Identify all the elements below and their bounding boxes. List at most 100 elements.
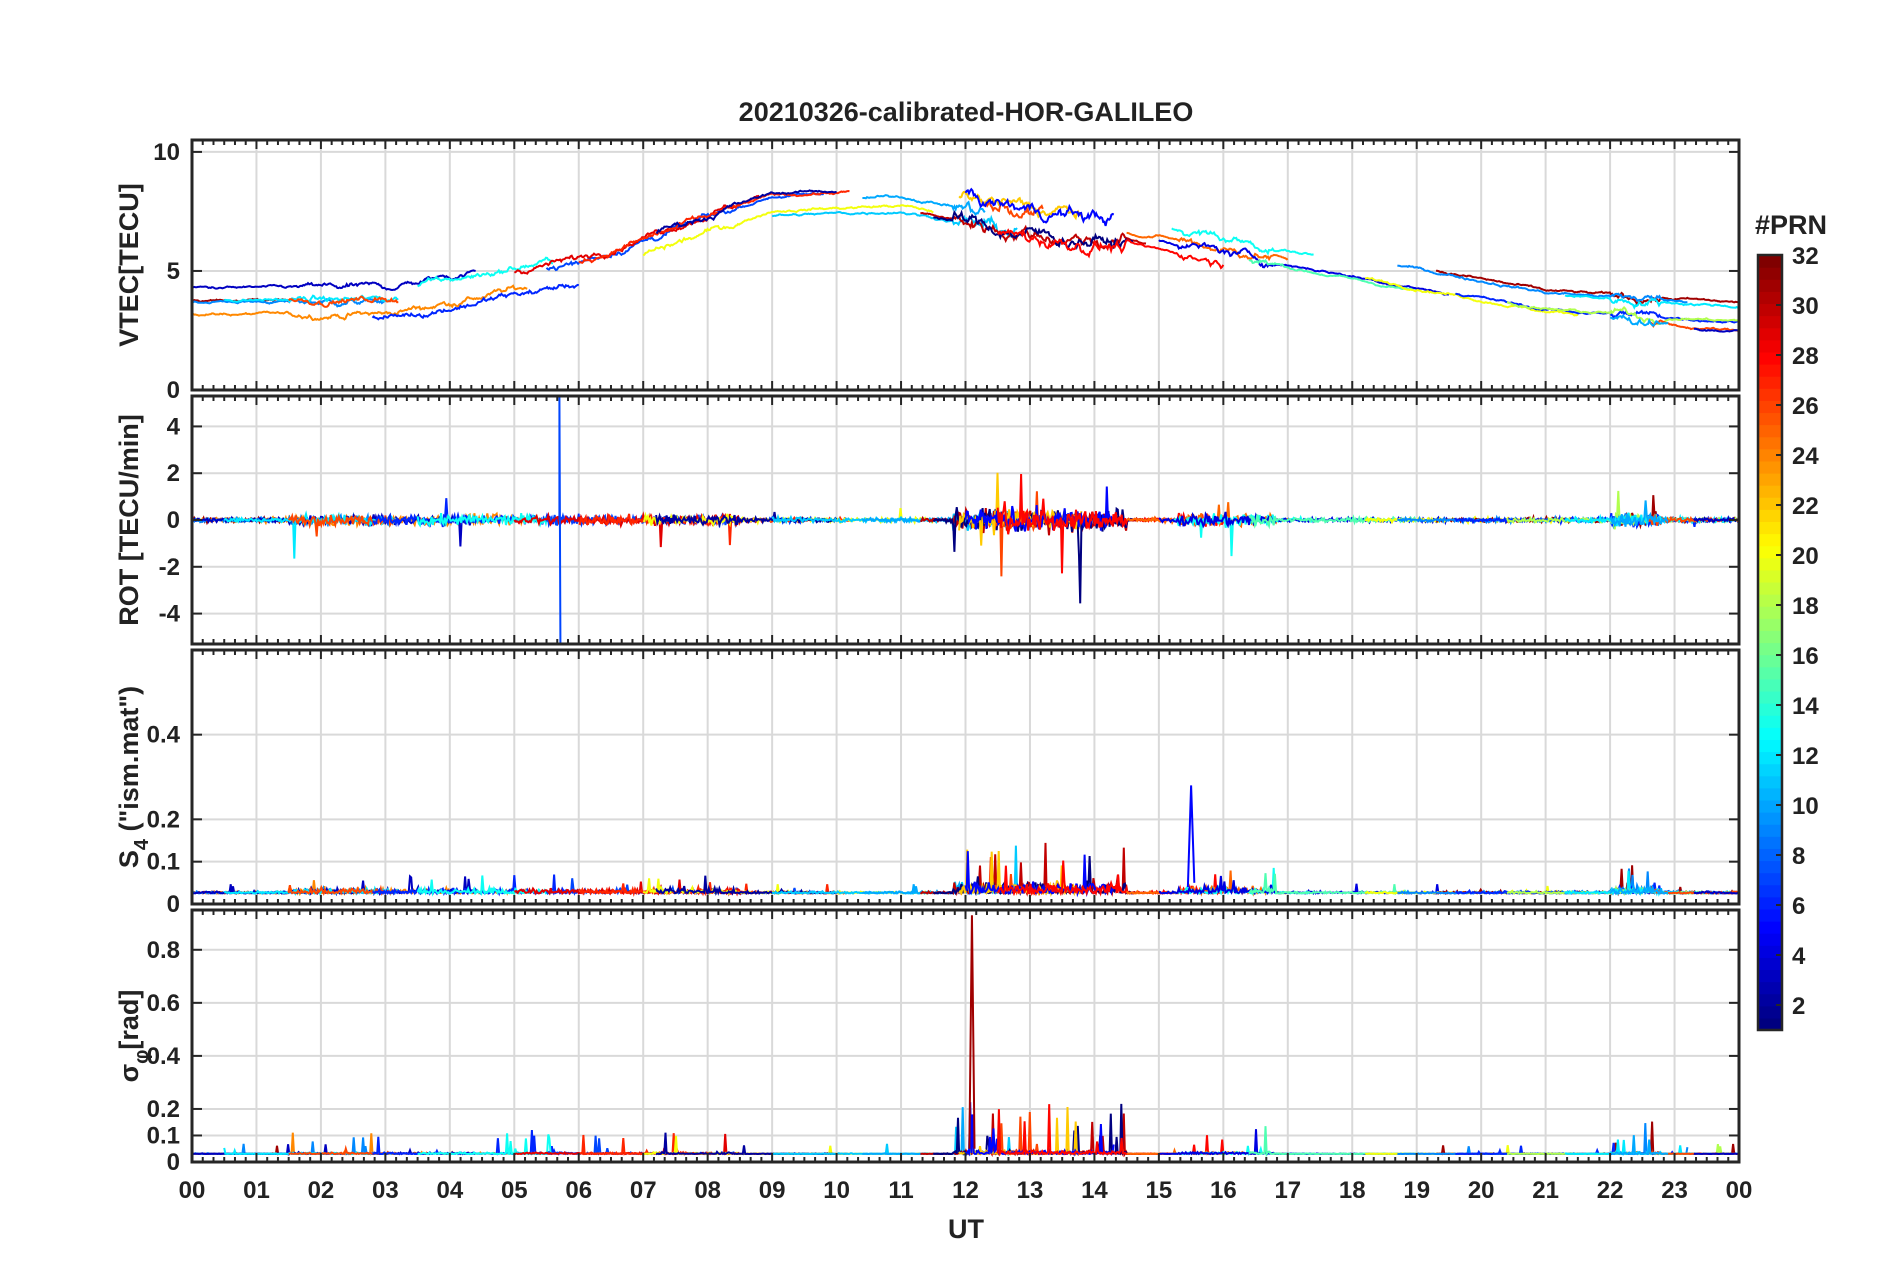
- colorbar-tick-label: 12: [1792, 743, 1819, 770]
- series-line-prn-15: [1248, 258, 1417, 292]
- colorbar-segment: [1758, 908, 1782, 922]
- colorbar-tick-label: 16: [1792, 643, 1819, 670]
- colorbar-segment: [1758, 351, 1782, 365]
- panel-vtec: 0 5 10 VTEC[TECU]: [114, 138, 1741, 404]
- colorbar-segment: [1758, 787, 1782, 801]
- colorbar-segment: [1758, 485, 1782, 498]
- series-line-prn-24: [192, 284, 528, 322]
- colorbar-segment: [1758, 860, 1782, 874]
- x-tick-label: 00: [1726, 1177, 1753, 1204]
- x-tick-label: 05: [501, 1177, 528, 1204]
- x-tick-label: 20: [1468, 1177, 1495, 1204]
- colorbar-segment: [1758, 836, 1782, 849]
- colorbar-segment: [1758, 594, 1782, 607]
- x-tick-label: 18: [1339, 1177, 1366, 1204]
- colorbar-segment: [1758, 327, 1782, 341]
- series-line-prn-28: [997, 228, 1225, 270]
- y-tick-label: 5: [167, 258, 180, 285]
- colorbar-segment: [1758, 533, 1782, 547]
- x-ticks: [191, 140, 1740, 390]
- x-tick-label: 19: [1403, 1177, 1430, 1204]
- colorbar-segment: [1758, 763, 1782, 777]
- colorbar-segment: [1758, 812, 1782, 825]
- x-tick-label: 22: [1597, 1177, 1624, 1204]
- colorbar-segment: [1758, 606, 1782, 619]
- colorbar-segment: [1758, 618, 1782, 631]
- series-line-prn-22: [958, 190, 1083, 221]
- x-tick-label: 17: [1274, 1177, 1301, 1204]
- series-line-prn-1: [933, 209, 1134, 250]
- series-line-prn-12: [1564, 294, 1739, 310]
- colorbar-segment: [1758, 569, 1782, 583]
- colorbar-segment: [1758, 654, 1782, 668]
- colorbar-tick-label: 30: [1792, 293, 1819, 320]
- data-series: [192, 785, 1739, 898]
- data-series: [192, 396, 1739, 644]
- x-tick-label: 09: [759, 1177, 786, 1204]
- colorbar-segment: [1758, 957, 1782, 971]
- series-line-prn-3: [1693, 1152, 1739, 1156]
- series-line-prn-26: [287, 295, 399, 308]
- x-tick-label: 04: [436, 1177, 463, 1204]
- colorbar-segment: [1758, 642, 1782, 656]
- x-tick-label: 06: [565, 1177, 592, 1204]
- colorbar-tick-label: 2: [1792, 993, 1805, 1020]
- series-line-prn-25: [1126, 231, 1289, 262]
- colorbar-segment: [1758, 412, 1782, 426]
- panel-rot: -4 -2 0 2 4 ROT [TECU/min]: [114, 394, 1741, 646]
- y-tick-label: 0.6: [147, 990, 180, 1017]
- colorbar-segment: [1758, 884, 1782, 898]
- colorbar-segment: [1758, 339, 1782, 353]
- x-tick-label: 07: [630, 1177, 657, 1204]
- x-tick-label: 08: [694, 1177, 721, 1204]
- series-line-prn-10: [1609, 883, 1669, 896]
- colorbar-segment: [1758, 666, 1782, 680]
- y-tick-label: 0: [167, 891, 180, 918]
- colorbar-segment: [1758, 509, 1782, 523]
- series-line-prn-31: [1435, 269, 1739, 305]
- series-line-prn-5: [964, 187, 1115, 227]
- x-tick-label: 11: [888, 1177, 913, 1204]
- series-line-prn-3: [1693, 327, 1739, 333]
- colorbar-segment: [1758, 448, 1782, 462]
- colorbar-segment: [1758, 703, 1782, 716]
- series-line-prn-20: [1365, 276, 1579, 317]
- colorbar-tick-label: 32: [1792, 243, 1819, 270]
- colorbar-tick-label: 8: [1792, 843, 1805, 870]
- x-tick-label: 00: [179, 1177, 206, 1204]
- x-ticks: [191, 910, 1740, 1162]
- chart-title: 20210326-calibrated-HOR-GALILEO: [739, 97, 1194, 127]
- colorbar-segment: [1758, 848, 1782, 862]
- colorbar-tick-label: 28: [1792, 343, 1819, 370]
- colorbar-segment: [1758, 279, 1782, 292]
- colorbar-segment: [1758, 896, 1782, 910]
- colorbar-segment: [1758, 993, 1782, 1007]
- series-line-prn-10: [1609, 1135, 1669, 1156]
- colorbar-frame: [1756, 253, 1784, 1032]
- colorbar-tick-label: 20: [1792, 543, 1819, 570]
- y-tick-label: 10: [153, 139, 180, 166]
- series-line-prn-20: [642, 204, 934, 257]
- colorbar-segment: [1758, 291, 1782, 305]
- colorbar-segment: [1758, 581, 1782, 595]
- x-tick-label: 21: [1532, 1177, 1559, 1204]
- series-line-prn-10: [1609, 500, 1669, 528]
- colorbar-tick-label: 6: [1792, 893, 1805, 920]
- y-tick-label: 4: [167, 413, 181, 440]
- y-tick-label: 0.1: [147, 849, 180, 876]
- colorbar-segment: [1758, 1017, 1782, 1031]
- colorbar-segment: [1758, 630, 1782, 644]
- series-line-prn-13: [416, 512, 554, 528]
- series-line-prn-27: [578, 189, 850, 264]
- colorbar-segment: [1758, 267, 1782, 280]
- x-tick-label: 23: [1661, 1177, 1688, 1204]
- series-line-prn-12: [224, 294, 399, 304]
- colorbar-segment: [1758, 255, 1782, 268]
- panel-sigma-phi: 00.10.2 0.4 0.6 0.8 σφ[rad]: [114, 908, 1741, 1176]
- series-line-prn-2: [655, 189, 837, 235]
- colorbar-segment: [1758, 824, 1782, 837]
- colorbar-segment: [1758, 388, 1782, 401]
- colorbar-segment: [1758, 424, 1782, 438]
- colorbar-segment: [1758, 715, 1782, 728]
